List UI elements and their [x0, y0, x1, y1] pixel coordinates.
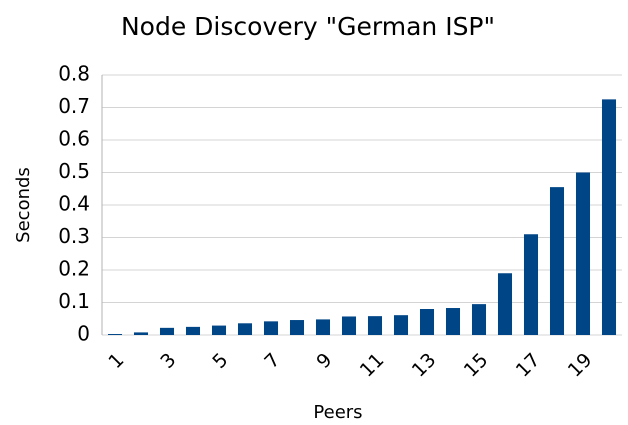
x-tick-label: 15: [460, 349, 493, 382]
x-tick-label: 11: [356, 349, 389, 382]
bar: [419, 309, 435, 335]
bar: [367, 316, 383, 335]
x-tick-label: 5: [208, 349, 232, 373]
bar: [315, 319, 331, 335]
x-tick-label: 19: [564, 349, 597, 382]
y-tick-label: 0.1: [58, 289, 90, 313]
x-axis-label: Peers: [313, 402, 362, 423]
bar: [133, 332, 149, 335]
bar: [575, 172, 591, 335]
y-tick-label: 0.7: [58, 94, 90, 118]
y-tick-label: 0.3: [58, 224, 90, 248]
bar: [159, 327, 175, 335]
bar: [497, 273, 513, 335]
bar: [341, 316, 357, 335]
y-tick-label: 0.5: [58, 159, 90, 183]
bar: [289, 320, 305, 335]
bar: [237, 323, 253, 335]
y-tick-label: 0.6: [58, 127, 90, 151]
x-tick-label: 9: [312, 349, 336, 373]
bar: [107, 334, 123, 335]
bar: [393, 315, 409, 335]
y-axis-label: Seconds: [13, 167, 34, 243]
y-tick-label: 0.2: [58, 257, 90, 281]
chart-title: Node Discovery "German ISP": [121, 12, 495, 41]
y-tick-label: 0: [77, 322, 90, 346]
x-tick-label: 17: [512, 349, 545, 382]
bar: [263, 321, 279, 335]
y-tick-label: 0.8: [58, 62, 90, 86]
bar: [445, 308, 461, 335]
x-tick-label: 7: [260, 349, 284, 373]
bar: [549, 187, 565, 335]
bar: [523, 234, 539, 335]
bar: [211, 325, 227, 335]
bar: [601, 99, 617, 335]
bar: [471, 304, 487, 335]
x-tick-label: 3: [156, 349, 180, 373]
x-tick-label: 13: [408, 349, 441, 382]
bar: [185, 326, 201, 335]
y-tick-label: 0.4: [58, 192, 90, 216]
x-tick-label: 1: [104, 349, 128, 373]
